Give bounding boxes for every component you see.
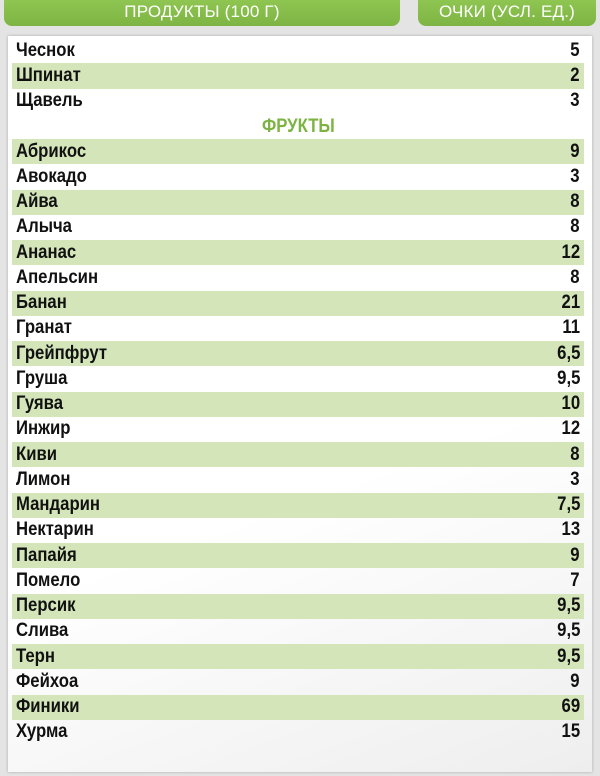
product-name: Терн [16,645,55,667]
product-name: Персик [16,595,76,617]
product-name: Помело [16,569,81,591]
table-row: Фейхоа 9 [12,669,584,694]
table-row: Ананас 12 [12,240,584,266]
product-points: 15 [561,721,580,743]
product-points: 9,5 [556,595,580,617]
table-row: Терн 9,5 [12,644,584,670]
product-name: Груша [16,367,68,389]
product-name: Ананас [16,241,77,263]
product-points: 9 [570,544,580,566]
product-name: Айва [16,191,58,213]
table-row: Персик 9,5 [12,593,584,619]
table-row: Слива 9,5 [12,619,584,644]
product-name: Мандарин [16,494,101,516]
product-points: 69 [561,696,580,718]
product-name: Авокадо [16,165,87,187]
product-points: 3 [570,165,580,187]
table-row: Шпинат 2 [12,63,584,89]
product-points: 11 [562,317,580,339]
product-points: 7,5 [556,494,580,516]
table-row: Папайя 9 [12,543,584,569]
product-points: 8 [570,443,580,465]
product-points: 9,5 [556,367,580,389]
column-header-points: ОЧКИ (УСЛ. ЕД.) [418,0,596,26]
table-row: Апельсин 8 [12,265,584,290]
product-name: Алыча [16,216,72,238]
column-header-products: ПРОДУКТЫ (100 Г) [4,0,400,26]
product-points: 9,5 [556,645,580,667]
table-row: Грейпфрут 6,5 [12,341,584,367]
product-name: Банан [16,292,67,314]
product-points: 10 [561,393,580,415]
product-points: 3 [570,468,580,490]
product-name: Финики [16,696,80,718]
product-name: Щавель [16,90,83,112]
table-body: Чеснок 5 Шпинат 2 Щавель 3 ФРУКТЫ Абрикос 9 Авока… [12,38,584,745]
product-points: 21 [561,292,580,314]
table-row: Авокадо 3 [12,164,584,189]
product-name: Хурма [16,721,68,743]
section-title: ФРУКТЫ [261,115,335,137]
product-points: 8 [570,266,580,288]
product-name: Фейхоа [16,670,79,692]
product-name: Чеснок [16,39,75,61]
table-row: Нектарин 13 [12,518,584,543]
product-points: 9,5 [556,620,580,642]
product-name: Абрикос [16,140,87,162]
table-row: Щавель 3 [12,89,584,114]
product-points: 13 [561,519,580,541]
table-row: Хурма 15 [12,720,584,745]
product-name: Лимон [16,468,71,490]
product-points: 9 [570,140,580,162]
product-name: Шпинат [16,64,81,86]
table-panel: Чеснок 5 Шпинат 2 Щавель 3 ФРУКТЫ Абрикос 9 Авока… [8,36,592,772]
product-name: Апельсин [16,266,99,288]
table-row: Киви 8 [12,442,584,468]
product-name: Гуява [16,393,64,415]
table-row: Абрикос 9 [12,139,584,165]
product-points: 7 [570,569,580,591]
table-row: Инжир 12 [12,417,584,442]
product-name: Нектарин [16,519,94,541]
product-name: Гранат [16,317,72,339]
product-name: Слива [16,620,69,642]
table-row: Айва 8 [12,189,584,215]
product-points: 2 [570,64,580,86]
table-row: Мандарин 7,5 [12,492,584,518]
table-row: Алыча 8 [12,215,584,240]
table-row: Гуява 10 [12,391,584,417]
table-row: Гранат 11 [12,316,584,341]
product-points: 12 [561,241,580,263]
product-points: 9 [570,670,580,692]
table-row: Чеснок 5 [12,38,584,63]
table-row: Груша 9,5 [12,366,584,391]
product-name: Папайя [16,544,77,566]
product-name: Грейпфрут [16,342,108,364]
table-row: Помело 7 [12,568,584,593]
product-points: 12 [561,418,580,440]
product-points: 5 [570,39,580,61]
product-points: 8 [570,191,580,213]
table-row: Финики 69 [12,694,584,720]
product-points: 6,5 [556,342,580,364]
table-row: Лимон 3 [12,467,584,492]
table-row: Банан 21 [12,290,584,316]
product-name: Киви [16,443,58,465]
product-name: Инжир [16,418,71,440]
section-heading-fruits: ФРУКТЫ [12,114,584,139]
product-points: 3 [570,90,580,112]
product-points: 8 [570,216,580,238]
